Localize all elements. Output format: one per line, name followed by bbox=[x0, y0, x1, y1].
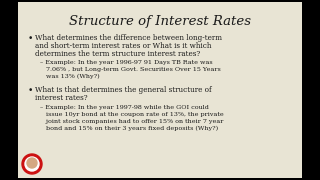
Text: was 13% (Why?): was 13% (Why?) bbox=[40, 74, 100, 79]
Text: interest rates?: interest rates? bbox=[35, 94, 88, 102]
Circle shape bbox=[25, 157, 39, 171]
Text: joint stock companies had to offer 15% on their 7 year: joint stock companies had to offer 15% o… bbox=[40, 119, 223, 124]
Text: – Example: In the year 1996-97 91 Days TB Rate was: – Example: In the year 1996-97 91 Days T… bbox=[40, 60, 212, 65]
Text: – Example: In the year 1997-98 while the GOI could: – Example: In the year 1997-98 while the… bbox=[40, 105, 209, 110]
Text: Structure of Interest Rates: Structure of Interest Rates bbox=[69, 15, 251, 28]
Text: determines the term structure interest rates?: determines the term structure interest r… bbox=[35, 50, 200, 58]
Text: 7.06% , but Long-term Govt. Securities Over 15 Years: 7.06% , but Long-term Govt. Securities O… bbox=[40, 67, 221, 72]
Text: issue 10yr bond at the coupon rate of 13%, the private: issue 10yr bond at the coupon rate of 13… bbox=[40, 112, 224, 117]
Bar bbox=[18, 2, 302, 178]
Text: •: • bbox=[28, 34, 33, 43]
Circle shape bbox=[27, 158, 37, 168]
Circle shape bbox=[22, 154, 42, 174]
Text: bond and 15% on their 3 years fixed deposits (Why?): bond and 15% on their 3 years fixed depo… bbox=[40, 126, 218, 131]
Text: •: • bbox=[28, 86, 33, 95]
Text: What determines the difference between long-term: What determines the difference between l… bbox=[35, 34, 222, 42]
Text: What is that determines the general structure of: What is that determines the general stru… bbox=[35, 86, 212, 94]
Text: and short-term interest rates or What is it which: and short-term interest rates or What is… bbox=[35, 42, 212, 50]
